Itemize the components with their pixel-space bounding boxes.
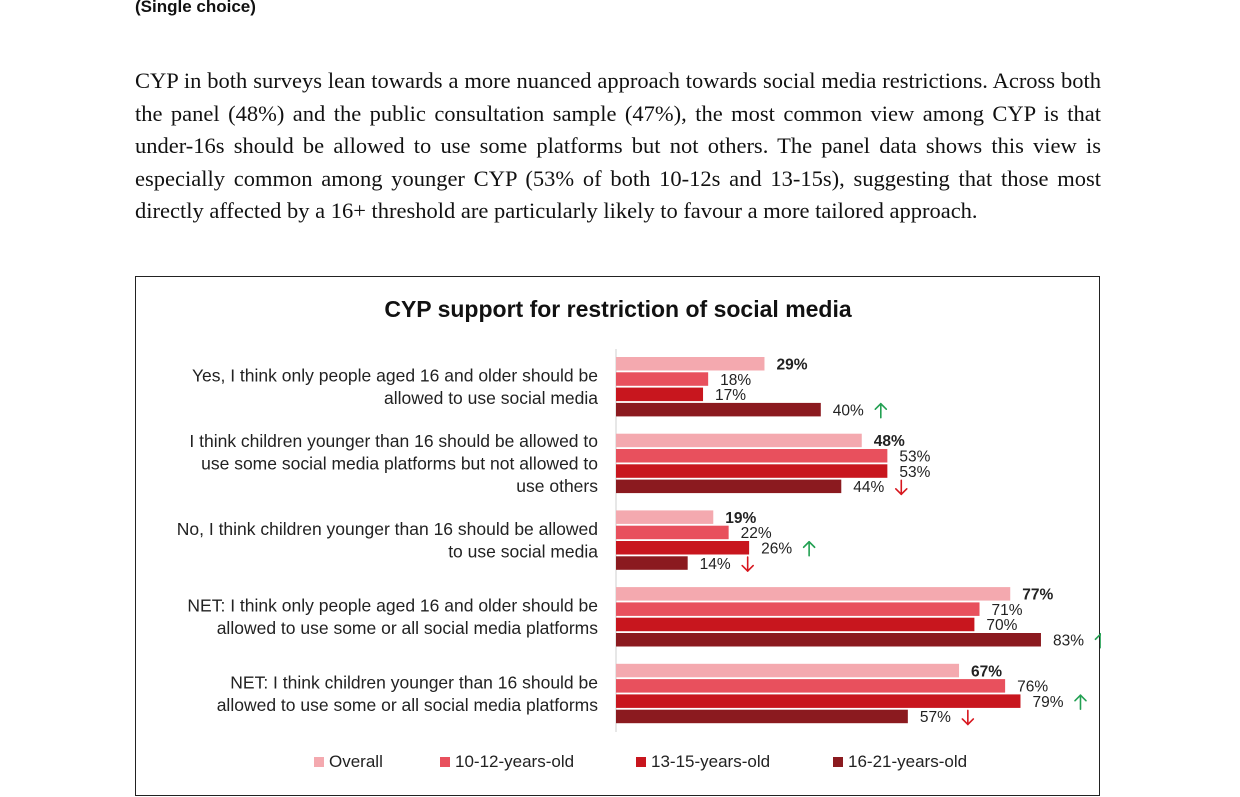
category-label: allowed to use some or all social media … xyxy=(217,695,599,715)
data-label: 67% xyxy=(971,663,1002,680)
bar xyxy=(616,709,908,724)
data-label: 44% xyxy=(853,479,884,496)
legend-swatch xyxy=(314,757,324,767)
data-label: 76% xyxy=(1017,679,1048,696)
data-label: 40% xyxy=(833,402,864,419)
arrow-up-icon xyxy=(874,402,888,419)
category-label: NET: I think only people aged 16 and old… xyxy=(187,596,598,616)
arrow-up-icon xyxy=(1094,632,1101,649)
bar xyxy=(616,433,862,448)
data-label: 79% xyxy=(1032,694,1063,711)
body-paragraph: CYP in both surveys lean towards a more … xyxy=(135,68,1101,223)
data-label: 57% xyxy=(920,709,951,726)
data-label: 53% xyxy=(899,464,930,481)
category-label: I think children younger than 16 should … xyxy=(189,431,598,451)
bar xyxy=(616,525,729,540)
data-label: 17% xyxy=(715,387,746,404)
bar xyxy=(616,633,1041,647)
bar xyxy=(616,679,1006,693)
chart-container: CYP support for restriction of social me… xyxy=(135,276,1101,796)
data-label: 14% xyxy=(700,556,731,573)
data-label: 22% xyxy=(741,525,772,542)
bar xyxy=(616,387,704,402)
category-label: allowed to use social media xyxy=(384,388,598,408)
legend-label: 10-12-years-old xyxy=(455,752,574,771)
category-label: to use social media xyxy=(448,541,598,561)
legend-label: Overall xyxy=(329,752,383,771)
data-label: 48% xyxy=(874,433,905,450)
data-label: 19% xyxy=(725,510,756,527)
bar xyxy=(616,510,714,524)
arrow-up-icon xyxy=(802,540,816,557)
bar xyxy=(616,602,980,616)
category-label: NET: I think children younger than 16 sh… xyxy=(230,672,598,692)
legend-swatch xyxy=(833,757,843,767)
data-label: 18% xyxy=(720,372,751,389)
arrow-down-icon xyxy=(894,479,908,496)
data-label: 70% xyxy=(986,617,1017,634)
legend-swatch xyxy=(440,757,450,767)
data-label: 53% xyxy=(899,449,930,466)
category-label: No, I think children younger than 16 sho… xyxy=(177,519,598,539)
data-label: 83% xyxy=(1053,633,1084,650)
category-label: use others xyxy=(516,476,598,496)
bar xyxy=(616,694,1021,708)
data-label: 71% xyxy=(992,602,1023,619)
bar-chart: CYP support for restriction of social me… xyxy=(177,296,1101,771)
data-label: 26% xyxy=(761,541,792,558)
bar xyxy=(616,449,888,463)
arrow-down-icon xyxy=(741,556,754,572)
data-label: 77% xyxy=(1022,587,1053,604)
bar xyxy=(616,479,842,494)
legend-swatch xyxy=(636,757,646,767)
category-label: allowed to use some or all social media … xyxy=(217,618,599,638)
chart-title: CYP support for restriction of social me… xyxy=(384,296,852,322)
category-label: use some social media platforms but not … xyxy=(201,453,598,473)
single-choice-note: (Single choice) xyxy=(135,0,256,16)
bar xyxy=(616,372,709,386)
data-label: 29% xyxy=(776,357,807,374)
bar xyxy=(616,587,1011,601)
arrow-down-icon xyxy=(961,709,975,726)
bar xyxy=(616,402,821,417)
bar xyxy=(616,541,750,555)
category-label: Yes, I think only people aged 16 and old… xyxy=(192,365,598,385)
bar xyxy=(616,617,975,632)
arrow-up-icon xyxy=(1074,694,1087,710)
legend-label: 16-21-years-old xyxy=(848,752,967,771)
bar xyxy=(616,464,888,478)
bar xyxy=(616,357,765,371)
bar xyxy=(616,663,960,678)
bar xyxy=(616,556,688,570)
legend-label: 13-15-years-old xyxy=(651,752,770,771)
